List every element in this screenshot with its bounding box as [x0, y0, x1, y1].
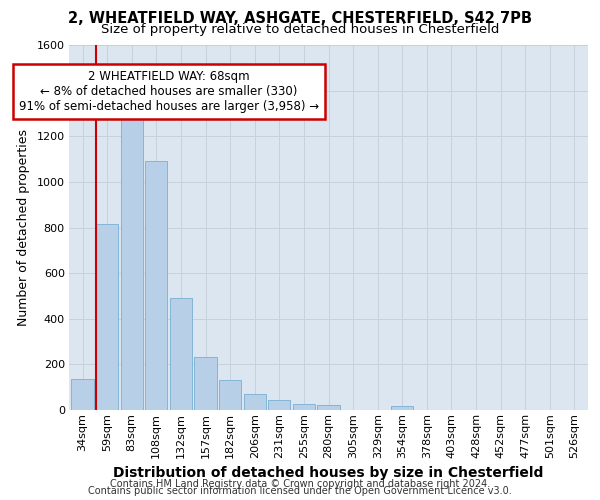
Bar	[219, 380, 241, 410]
Bar	[317, 406, 340, 410]
Bar	[244, 394, 266, 410]
Bar	[391, 406, 413, 410]
Y-axis label: Number of detached properties: Number of detached properties	[17, 129, 30, 326]
Bar	[145, 161, 167, 410]
Text: Contains HM Land Registry data © Crown copyright and database right 2024.: Contains HM Land Registry data © Crown c…	[110, 479, 490, 489]
Bar	[268, 400, 290, 410]
Bar	[71, 378, 94, 410]
Bar	[194, 357, 217, 410]
Bar	[121, 114, 143, 410]
Text: Size of property relative to detached houses in Chesterfield: Size of property relative to detached ho…	[101, 22, 499, 36]
Bar	[293, 404, 315, 410]
Text: Contains public sector information licensed under the Open Government Licence v3: Contains public sector information licen…	[88, 486, 512, 496]
Bar	[96, 224, 118, 410]
X-axis label: Distribution of detached houses by size in Chesterfield: Distribution of detached houses by size …	[113, 466, 544, 480]
Text: 2, WHEATFIELD WAY, ASHGATE, CHESTERFIELD, S42 7PB: 2, WHEATFIELD WAY, ASHGATE, CHESTERFIELD…	[68, 11, 532, 26]
Bar	[170, 298, 192, 410]
Text: 2 WHEATFIELD WAY: 68sqm
← 8% of detached houses are smaller (330)
91% of semi-de: 2 WHEATFIELD WAY: 68sqm ← 8% of detached…	[19, 70, 319, 113]
